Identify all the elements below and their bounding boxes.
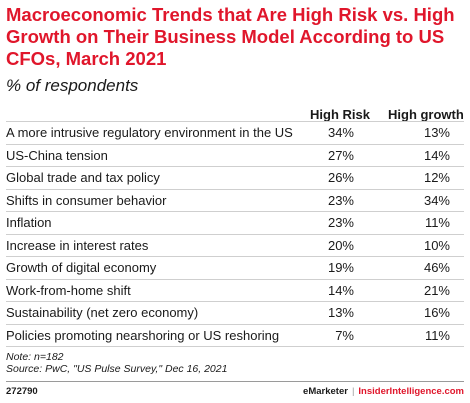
table-row: Growth of digital economy 19% 46% <box>6 256 464 279</box>
high-growth-value: 46% <box>423 260 450 275</box>
high-risk-value: 23% <box>327 192 354 208</box>
table-row: US-China tension 27% 14% <box>6 143 464 167</box>
high-risk-value: 23% <box>327 215 354 230</box>
table-row: Policies promoting nearshoring or US res… <box>6 323 464 347</box>
table-row: A more intrusive regulatory environment … <box>6 121 464 144</box>
row-label: Policies promoting nearshoring or US res… <box>6 327 280 343</box>
table-row: Global trade and tax policy 26% 12% <box>6 166 464 189</box>
high-risk-value: 27% <box>327 147 354 163</box>
high-risk-value: 20% <box>327 237 354 253</box>
row-label: Work-from-home shift <box>6 282 131 298</box>
table-row: Increase in interest rates 20% 10% <box>6 233 464 257</box>
high-growth-value: 10% <box>423 237 450 253</box>
high-growth-value: 12% <box>423 170 450 185</box>
data-table: A more intrusive regulatory environment … <box>6 121 464 346</box>
table-bottom-rule <box>6 346 464 347</box>
source-text: Source: PwC, "US Pulse Survey," Dec 16, … <box>6 363 228 375</box>
high-growth-value: 34% <box>423 192 450 208</box>
row-label: Increase in interest rates <box>6 237 149 253</box>
column-header-high-risk: High Risk <box>310 107 370 122</box>
chart-title: Macroeconomic Trends that Are High Risk … <box>6 4 455 69</box>
high-growth-value: 16% <box>423 305 450 320</box>
brand-separator: | <box>351 386 355 397</box>
footer-brand: eMarketer | InsiderIntelligence.com <box>303 386 464 397</box>
high-growth-value: 11% <box>424 215 450 230</box>
high-growth-value: 21% <box>423 282 450 298</box>
row-label: Shifts in consumer behavior <box>6 192 167 208</box>
high-growth-value: 13% <box>423 125 450 140</box>
high-growth-value: 14% <box>423 147 450 163</box>
row-label: Global trade and tax policy <box>6 170 160 185</box>
note-text: Note: n=182 <box>6 351 64 363</box>
high-risk-value: 7% <box>335 327 354 343</box>
row-label: Sustainability (net zero economy) <box>6 305 199 320</box>
footer-rule <box>6 381 464 382</box>
row-label: Inflation <box>6 215 52 230</box>
row-label: US-China tension <box>6 147 108 163</box>
high-risk-value: 19% <box>327 260 354 275</box>
table-row: Shifts in consumer behavior 23% 34% <box>6 188 464 212</box>
chart-subtitle: % of respondents <box>6 76 139 95</box>
high-growth-value: 11% <box>424 327 450 343</box>
chart-id: 272790 <box>6 386 38 397</box>
table-row: Sustainability (net zero economy) 13% 16% <box>6 301 464 324</box>
high-risk-value: 26% <box>327 170 354 185</box>
high-risk-value: 34% <box>327 125 354 140</box>
brand-emarketer: eMarketer <box>303 386 348 397</box>
high-risk-value: 14% <box>327 282 354 298</box>
table-row: Work-from-home shift 14% 21% <box>6 278 464 302</box>
column-header-high-growth: High growth <box>388 107 464 122</box>
table-row: Inflation 23% 11% <box>6 211 464 234</box>
row-label: A more intrusive regulatory environment … <box>6 125 293 140</box>
brand-insiderintelligence: InsiderIntelligence.com <box>358 386 464 397</box>
row-label: Growth of digital economy <box>6 260 157 275</box>
high-risk-value: 13% <box>327 305 354 320</box>
